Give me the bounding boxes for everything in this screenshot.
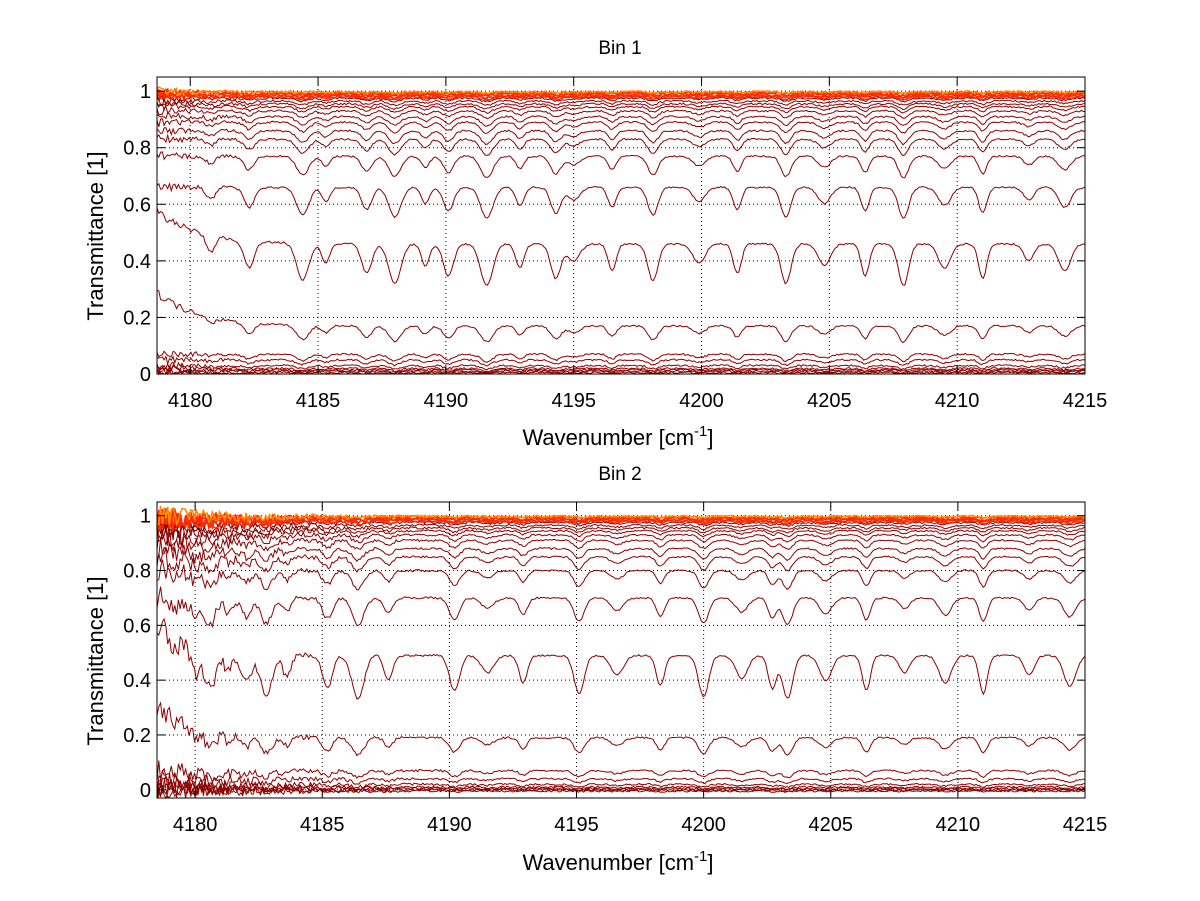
x-axis-label-superscript: -1 (694, 848, 707, 865)
x-axis-label: Wavenumber [cm-1] (522, 848, 713, 875)
series-line (156, 760, 1086, 783)
series-group (156, 505, 1086, 800)
series-line (156, 133, 1086, 157)
series-line (156, 151, 1085, 179)
x-tick-label: 4180 (173, 814, 218, 836)
x-ticks: 4180 4185 4190 4195 4200 4205 4210 4215 (168, 77, 1107, 412)
y-ticks: 0 0.2 0.4 0.6 0.8 1 (123, 506, 1085, 802)
x-tick-label: 4195 (551, 390, 596, 412)
x-tick-label: 4200 (681, 814, 726, 836)
chart-panel-bin-1: Bin 1 4180 4185 4190 4195 4200 4205 4210 4215 0… (83, 38, 1107, 450)
plot-area-frame (156, 76, 1086, 375)
series-line (156, 101, 1086, 114)
chart-title: Bin 2 (598, 464, 641, 485)
series-line (156, 523, 1086, 548)
series-line (156, 515, 1086, 534)
series-line (156, 350, 1086, 363)
series-line (156, 363, 1086, 373)
series-line (156, 366, 1086, 375)
y-tick-label: 0.2 (123, 725, 151, 747)
y-tick-label: 1 (140, 506, 151, 528)
series-line (156, 617, 1086, 700)
series-line (156, 207, 1086, 286)
plot-area-frame (156, 501, 1086, 799)
series-line (156, 505, 1086, 527)
x-tick-label: 4210 (935, 390, 980, 412)
y-tick-label: 0.4 (123, 251, 151, 273)
x-tick-label: 4205 (809, 814, 854, 836)
series-line (156, 89, 1086, 101)
series-group (156, 85, 1086, 376)
y-tick-label: 0.8 (123, 561, 151, 583)
x-axis-label-tail: ] (707, 425, 713, 450)
x-axis-label-tail: ] (707, 850, 713, 875)
x-tick-label: 4180 (168, 390, 213, 412)
series-line (156, 515, 1086, 536)
series-line (156, 96, 1086, 107)
x-tick-label: 4210 (936, 814, 981, 836)
y-axis-label: Transmittance [1] (83, 151, 108, 320)
series-line (156, 778, 1086, 799)
x-tick-label: 4190 (424, 390, 469, 412)
x-axis-label-main: Wavenumber [cm (522, 850, 694, 875)
series-line (156, 539, 1086, 564)
y-tick-label: 0.6 (123, 615, 151, 637)
x-tick-label: 4190 (427, 814, 472, 836)
y-tick-label: 0.4 (123, 670, 151, 692)
series-line (156, 289, 1086, 344)
series-line (156, 767, 1086, 790)
series-line (156, 701, 1086, 757)
x-axis-label: Wavenumber [cm-1] (522, 423, 713, 450)
x-ticks: 4180 4185 4190 4195 4200 4205 4210 4215 (173, 502, 1107, 836)
series-line (156, 118, 1086, 134)
series-line (156, 127, 1086, 146)
y-tick-label: 0 (140, 780, 151, 802)
x-axis-label-superscript: -1 (694, 423, 707, 440)
series-line (156, 522, 1086, 542)
series-line (156, 774, 1085, 796)
x-tick-label: 4185 (296, 390, 341, 412)
chart-title: Bin 1 (598, 38, 641, 59)
series-line (156, 777, 1086, 799)
series-line (156, 361, 1086, 371)
series-line (156, 559, 1086, 591)
y-tick-label: 0 (140, 364, 151, 386)
series-line (156, 112, 1086, 127)
y-tick-label: 0.8 (123, 138, 151, 160)
series-line (156, 586, 1086, 629)
x-tick-label: 4215 (1063, 814, 1108, 836)
x-tick-label: 4200 (679, 390, 724, 412)
y-tick-label: 0.6 (123, 194, 151, 216)
series-line (156, 546, 1086, 575)
x-tick-label: 4205 (807, 390, 852, 412)
series-line (156, 182, 1086, 219)
y-tick-label: 0.2 (123, 307, 151, 329)
x-axis-label-main: Wavenumber [cm (522, 425, 694, 450)
series-line (156, 530, 1086, 553)
series-line (156, 520, 1086, 540)
y-tick-label: 1 (140, 81, 151, 103)
series-line (156, 355, 1085, 367)
x-tick-label: 4195 (554, 814, 599, 836)
series-line (156, 85, 1086, 96)
x-tick-label: 4185 (300, 814, 345, 836)
x-tick-label: 4215 (1063, 390, 1108, 412)
y-ticks: 0 0.2 0.4 0.6 0.8 1 (123, 81, 1085, 386)
chart-panel-bin-2: Bin 2 4180 4185 4190 4195 4200 4205 4210 4215 0… (83, 464, 1107, 875)
series-line (156, 510, 1086, 531)
y-axis-label: Transmittance [1] (83, 576, 108, 745)
series-line (156, 105, 1085, 120)
series-line (156, 99, 1086, 111)
